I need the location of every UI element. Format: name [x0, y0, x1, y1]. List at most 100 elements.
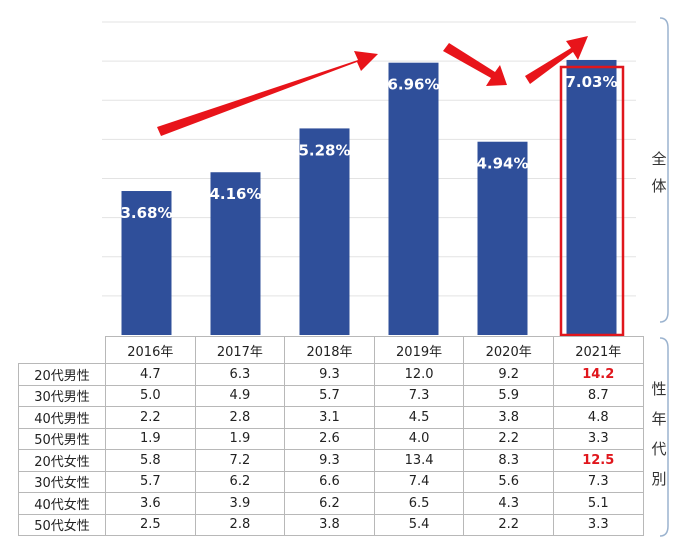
table-cell: 4.5 [373, 406, 465, 429]
table-header-2021: 2021年 [552, 336, 644, 364]
table-cell: 6.3 [194, 363, 286, 386]
table-row: 50代男性 1.9 1.9 2.6 4.0 2.2 3.3 [18, 427, 644, 450]
bar-value-label: 7.03% [565, 73, 617, 91]
table-row: 30代女性 5.7 6.2 6.6 7.4 5.6 7.3 [18, 470, 644, 493]
highlight-box-2021 [559, 65, 625, 337]
table-cell: 3.3 [552, 513, 644, 536]
table-cell: 6.6 [284, 470, 375, 493]
table-row: 20代男性 4.7 6.3 9.3 12.0 9.2 14.2 [18, 363, 644, 386]
table-cell: 3.8 [463, 406, 554, 429]
table-cell: 7.2 [194, 449, 286, 472]
bracket-top [659, 17, 669, 323]
table-row: 30代男性 5.0 4.9 5.7 7.3 5.9 8.7 [18, 384, 644, 407]
trend-arrows [157, 36, 588, 136]
bar-2016 [121, 191, 172, 335]
table-row: 40代男性 2.2 2.8 3.1 4.5 3.8 4.8 [18, 406, 644, 429]
bar-value-label: 4.16% [209, 185, 261, 203]
table-cell: 6.2 [284, 492, 375, 515]
bar-value-label: 3.68% [120, 204, 172, 222]
table-row-label: 20代女性 [18, 449, 106, 472]
table-cell: 8.7 [552, 384, 644, 407]
bracket-bottom [659, 337, 669, 537]
trend-arrow-up-long [157, 51, 378, 136]
table-row: 40代女性 3.6 3.9 6.2 6.5 4.3 5.1 [18, 492, 644, 515]
table-cell: 9.3 [284, 449, 375, 472]
bar-value-label: 6.96% [387, 76, 439, 94]
table-cell: 5.6 [463, 470, 554, 493]
table-cell: 13.4 [373, 449, 465, 472]
side-label-bygroup-1: 性 [651, 380, 666, 398]
bar-2017 [210, 172, 261, 335]
table-cell: 7.3 [552, 470, 644, 493]
side-label-bygroup-4: 別 [651, 470, 666, 488]
table-header-2016: 2016年 [105, 336, 196, 364]
table-cell: 5.7 [105, 470, 196, 493]
bar-2018 [299, 128, 350, 335]
table-header-2017: 2017年 [194, 336, 286, 364]
table-cell: 3.6 [105, 492, 196, 515]
table-row-label: 50代男性 [18, 427, 106, 450]
table-cell: 14.2 [552, 363, 644, 386]
side-label-bygroup-3: 代 [651, 440, 666, 458]
table-row-label: 40代男性 [18, 406, 106, 429]
table-cell: 5.7 [284, 384, 375, 407]
data-table: 2016年 2017年 2018年 2019年 2020年 2021年 20代男… [18, 336, 644, 536]
table-cell: 4.9 [194, 384, 286, 407]
table-cell: 6.2 [194, 470, 286, 493]
table-cell: 2.5 [105, 513, 196, 536]
bars [121, 59, 617, 336]
bar-2021 [566, 59, 617, 336]
bar-value-label: 4.94% [476, 155, 528, 173]
table-header-row: 2016年 2017年 2018年 2019年 2020年 2021年 [18, 336, 644, 364]
trend-arrow-down [443, 43, 507, 86]
table-body: 20代男性 4.7 6.3 9.3 12.0 9.2 14.2 30代男性 5.0 4.9 5.7 7… [18, 363, 644, 536]
table-row-label: 30代男性 [18, 384, 106, 407]
bar-2020 [477, 141, 528, 335]
table-cell: 3.9 [194, 492, 286, 515]
table-cell: 9.3 [284, 363, 375, 386]
table-row-label: 20代男性 [18, 363, 106, 386]
table-cell: 5.9 [463, 384, 554, 407]
table-cell: 4.3 [463, 492, 554, 515]
trend-arrow-up-short [525, 36, 588, 84]
table-cell: 7.3 [373, 384, 465, 407]
table-cell: 5.4 [373, 513, 465, 536]
table-cell: 1.9 [194, 427, 286, 450]
gridlines [102, 21, 636, 297]
side-label-overall-2: 体 [651, 177, 666, 195]
table-cell: 2.2 [463, 427, 554, 450]
table-row-label: 50代女性 [18, 513, 106, 536]
table-cell: 6.5 [373, 492, 465, 515]
table-cell: 2.8 [194, 406, 286, 429]
table-cell: 4.7 [105, 363, 196, 386]
table-cell: 1.9 [105, 427, 196, 450]
bar-2019 [388, 62, 439, 335]
table-cell: 2.8 [194, 513, 286, 536]
bar-value-label: 5.28% [298, 141, 350, 159]
table-cell: 12.5 [552, 449, 644, 472]
table-cell: 5.0 [105, 384, 196, 407]
table-row-label: 30代女性 [18, 470, 106, 493]
table-cell: 12.0 [373, 363, 465, 386]
table-row-label: 40代女性 [18, 492, 106, 515]
table-corner [18, 336, 106, 364]
table-row: 50代女性 2.5 2.8 3.8 5.4 2.2 3.3 [18, 513, 644, 536]
table-header-2018: 2018年 [284, 336, 375, 364]
bar-value-labels: 3.68% 4.16% 5.28% 6.96% 4.94% 7.03% [120, 73, 617, 222]
table-cell: 4.8 [552, 406, 644, 429]
table-cell: 2.2 [105, 406, 196, 429]
table-cell: 5.1 [552, 492, 644, 515]
side-label-overall-1: 全 [651, 150, 666, 168]
table-header-2019: 2019年 [373, 336, 465, 364]
table-cell: 3.8 [284, 513, 375, 536]
table-cell: 3.3 [552, 427, 644, 450]
table-cell: 4.0 [373, 427, 465, 450]
table-cell: 9.2 [463, 363, 554, 386]
table-cell: 8.3 [463, 449, 554, 472]
side-label-bygroup-2: 年 [651, 410, 666, 428]
table-cell: 5.8 [105, 449, 196, 472]
table-cell: 2.6 [284, 427, 375, 450]
table-header-2020: 2020年 [463, 336, 554, 364]
table-cell: 2.2 [463, 513, 554, 536]
